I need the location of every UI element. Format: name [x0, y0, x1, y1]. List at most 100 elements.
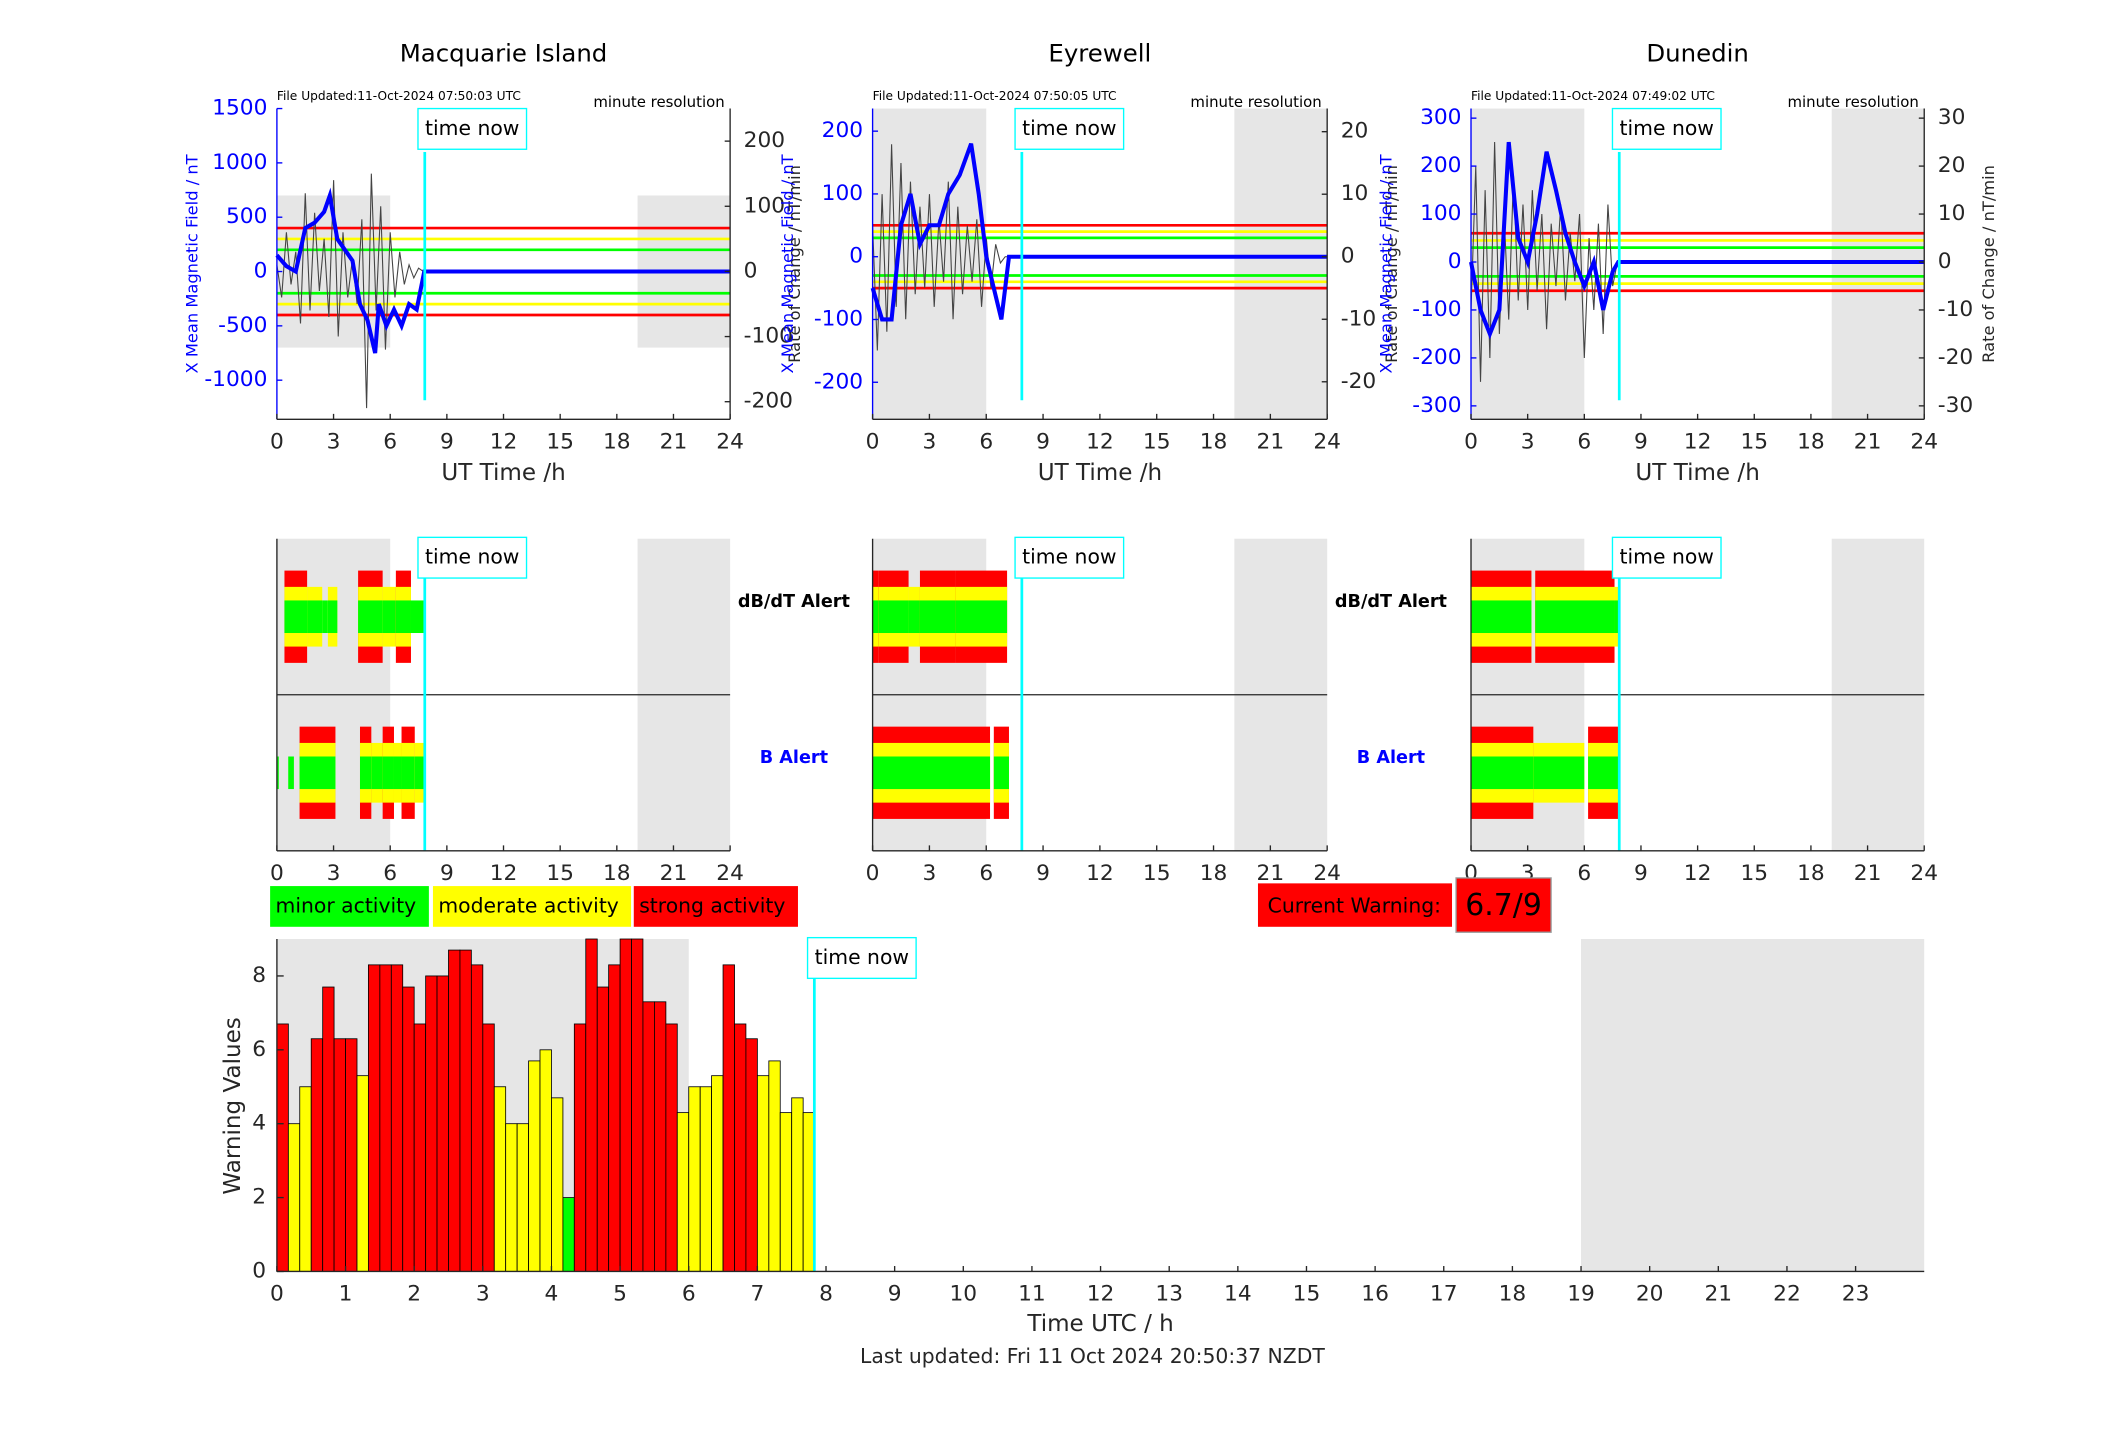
warning-bar: [493, 1086, 507, 1272]
warning-bar: [791, 1097, 804, 1272]
alert-segment: [359, 756, 372, 790]
y-tick-label: -200: [814, 369, 863, 394]
y-tick-label: 300: [1420, 105, 1461, 130]
field-line: [275, 187, 731, 354]
alert-segment: [1533, 756, 1585, 790]
y-tick-label: -200: [1412, 345, 1461, 370]
alert-segment: [395, 600, 411, 634]
alert-segment: [414, 756, 425, 790]
warning-bar: [528, 1060, 541, 1272]
x-tick-label: 12: [1087, 1282, 1115, 1307]
x-tick-label: 0: [1464, 429, 1478, 454]
x-tick-label: 2: [407, 1282, 421, 1307]
alert-segment: [919, 600, 956, 634]
warning-label: Current Warning:: [1268, 893, 1441, 917]
x-tick-label: 1: [339, 1282, 353, 1307]
warning-bar: [551, 1097, 564, 1272]
time-now-label: time now: [1022, 545, 1116, 569]
alert-segment: [1471, 600, 1532, 634]
warning-bar: [676, 1112, 690, 1272]
warning-bar: [688, 1086, 701, 1272]
x-tick-label: 12: [490, 861, 518, 886]
x-tick-label: 0: [866, 429, 880, 454]
x-tick-label: 18: [603, 861, 631, 886]
time-now-label: time now: [425, 545, 519, 569]
x-tick-label: 18: [1200, 861, 1228, 886]
x-tick-label: 4: [545, 1282, 559, 1307]
warning-bar: [505, 1123, 518, 1272]
y-tick-label: 6: [252, 1037, 266, 1062]
warning-bar: [310, 1038, 324, 1272]
x-tick-label: 10: [949, 1282, 977, 1307]
alert-segment: [288, 756, 294, 790]
warning-bar: [585, 938, 598, 1272]
warning-bar: [516, 1123, 530, 1272]
time-now-box: [1611, 107, 1722, 150]
warning-label-box: [1257, 883, 1453, 927]
resolution: minute resolution: [1787, 93, 1918, 111]
rate-line: [276, 173, 424, 409]
warning-bar: [573, 1023, 587, 1272]
x-tick-label: 22: [1773, 1282, 1801, 1307]
x-tick-label: 8: [819, 1282, 833, 1307]
warning-bar: [802, 1112, 815, 1272]
x-tick-label: 21: [660, 429, 688, 454]
warning-bar: [642, 1001, 655, 1272]
warning-bar: [768, 1060, 781, 1272]
x-tick-label: 12: [490, 429, 518, 454]
alert-segment: [1535, 600, 1615, 634]
alert-segment: [401, 756, 415, 790]
x-tick-label: 24: [716, 429, 744, 454]
warning-bar: [413, 1023, 427, 1272]
y2-tick-label: 10: [1938, 201, 1966, 226]
x-tick-label: 3: [476, 1282, 490, 1307]
x-tick-label: 6: [383, 861, 397, 886]
legend-label: minor activity: [276, 893, 417, 917]
alert-row-label: dB/dT Alert: [1335, 592, 1448, 612]
y-tick-label: 0: [252, 1258, 266, 1283]
y-tick-label: -100: [1412, 297, 1461, 322]
warning-bar: [299, 1086, 312, 1272]
alert-segment: [955, 600, 1008, 634]
x-tick-label: 24: [716, 861, 744, 886]
warning-bar: [356, 1075, 369, 1272]
y2-tick-label: -20: [1938, 345, 1973, 370]
y2-axis-label: Rate of Change / nT/min: [785, 165, 804, 363]
y2-tick-label: 30: [1938, 105, 1966, 130]
legend-swatch: [633, 886, 798, 927]
y-axis-label: X Mean Magnetic Field / nT: [778, 154, 797, 373]
x-tick-label: 15: [1143, 861, 1171, 886]
y2-tick-label: 10: [1341, 181, 1369, 206]
x-tick-label: 15: [546, 861, 574, 886]
warning-bar: [390, 964, 404, 1272]
resolution: minute resolution: [593, 93, 724, 111]
x-tick-label: 23: [1842, 1282, 1870, 1307]
x-tick-label: 15: [1293, 1282, 1321, 1307]
warning-value: 6.7/9: [1465, 888, 1542, 923]
x-tick-label: 15: [1740, 861, 1768, 886]
warning-bar: [711, 1075, 724, 1272]
warning-bar: [631, 938, 644, 1272]
x-tick-label: 24: [1910, 861, 1938, 886]
legend-swatch: [270, 886, 429, 927]
x-tick-label: 3: [923, 861, 937, 886]
x-tick-label: 3: [327, 861, 341, 886]
x-tick-label: 0: [270, 861, 284, 886]
warning-bar: [345, 1038, 358, 1272]
time-now-label: time now: [1620, 545, 1714, 569]
warning-bar: [425, 975, 438, 1272]
alert-row-label: dB/dT Alert: [738, 592, 851, 612]
y-tick-label: 500: [226, 204, 267, 229]
alert-segment: [1588, 756, 1619, 790]
legend-label: strong activity: [639, 893, 785, 917]
file-updated: File Updated:11-Oct-2024 07:49:02 UTC: [1471, 89, 1715, 103]
warning-bar: [448, 949, 461, 1272]
x-tick-label: 21: [1704, 1282, 1732, 1307]
alert-segment: [276, 756, 279, 790]
y2-tick-label: 0: [1341, 244, 1355, 269]
alert-segment: [1471, 756, 1534, 790]
time-now-label: time now: [425, 116, 519, 140]
y2-tick-label: 200: [744, 128, 785, 153]
y2-tick-label: 0: [744, 258, 758, 283]
